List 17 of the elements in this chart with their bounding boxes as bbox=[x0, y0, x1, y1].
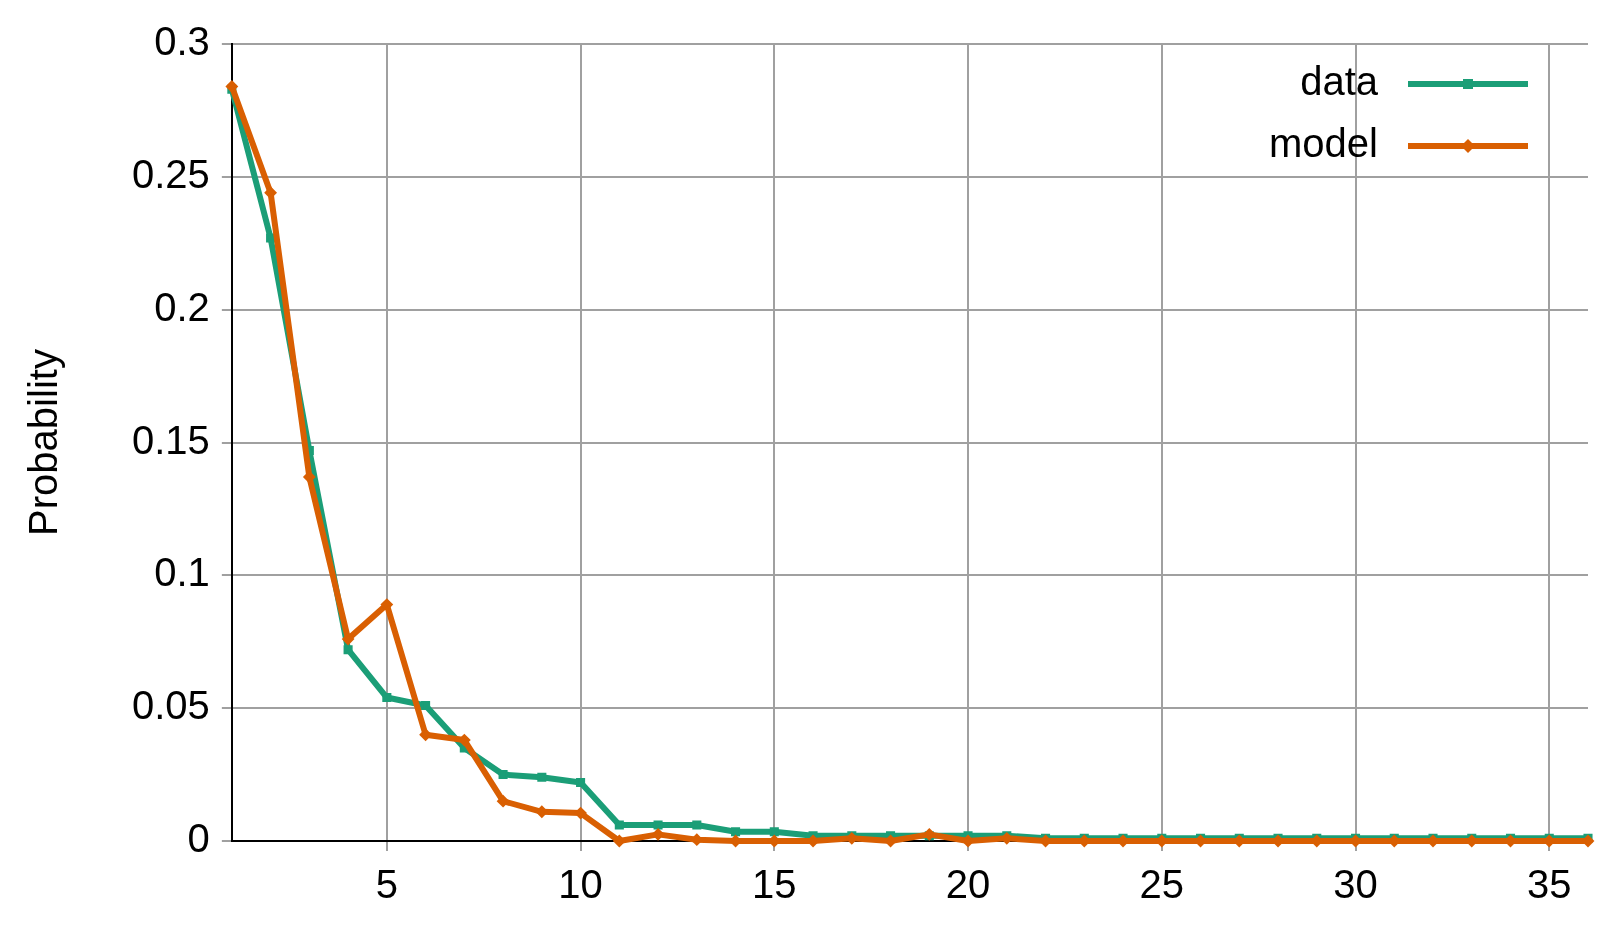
x-tick-label: 10 bbox=[558, 862, 603, 907]
x-tick-label: 15 bbox=[752, 862, 797, 907]
x-tick-label: 20 bbox=[945, 862, 991, 907]
y-axis-title: Probability bbox=[21, 349, 66, 536]
x-tick-label: 35 bbox=[1527, 862, 1572, 907]
x-tick-label: 30 bbox=[1333, 862, 1378, 907]
y-tick-label: 0.1 bbox=[154, 550, 210, 595]
x-tick-label: 25 bbox=[1139, 862, 1185, 907]
y-tick-label: 0.25 bbox=[131, 151, 210, 196]
legend-label: data bbox=[1300, 59, 1379, 104]
y-tick-label: 0.3 bbox=[154, 19, 210, 64]
y-tick-label: 0.2 bbox=[154, 284, 210, 329]
y-tick-label: 0 bbox=[187, 816, 210, 861]
y-tick-label: 0.15 bbox=[131, 417, 210, 462]
legend-label: model bbox=[1269, 121, 1378, 166]
x-tick-label: 5 bbox=[375, 862, 398, 907]
y-tick-label: 0.05 bbox=[131, 683, 210, 728]
